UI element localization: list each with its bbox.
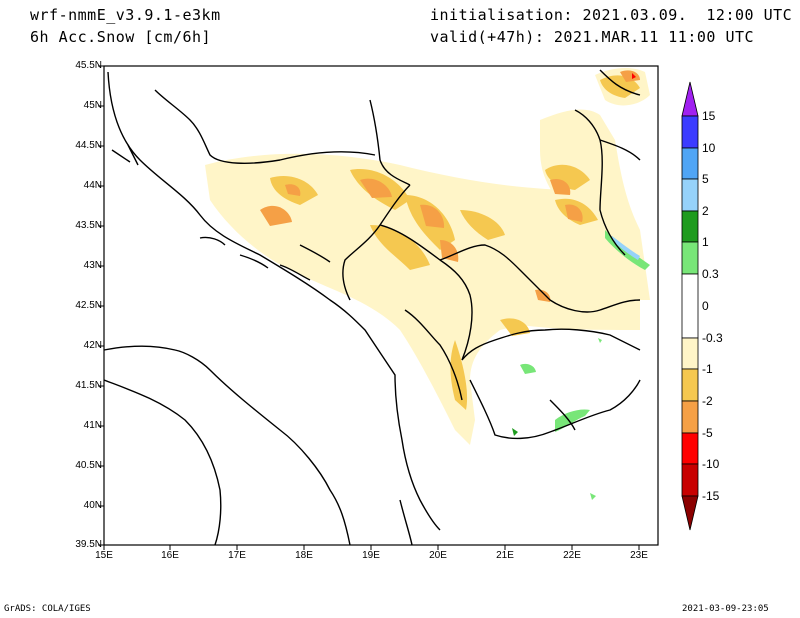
colorbar-m03-m1: [681, 337, 699, 370]
colorbar: [681, 81, 699, 531]
lat-label: 45N: [83, 100, 102, 111]
colorbar-m5-m10: [681, 432, 699, 465]
colorbar-03-1: [681, 241, 699, 275]
lat-label: 40.5N: [75, 460, 102, 471]
lon-label: 19E: [362, 550, 380, 561]
footer-credit: GrADS: COLA/IGES: [4, 604, 91, 614]
colorbar-label: -5: [702, 426, 713, 440]
lon-label: 20E: [429, 550, 447, 561]
colorbar-m10-m15: [681, 463, 699, 497]
snow-field-layer: [205, 68, 650, 500]
colorbar-label: -10: [702, 457, 720, 471]
colorbar-top-arrow: [681, 81, 699, 117]
colorbar-label: 2: [702, 204, 709, 218]
init-time: initialisation: 2021.03.09. 12:00 UTC: [430, 6, 793, 24]
lon-label: 22E: [563, 550, 581, 561]
colorbar-label: 0.3: [702, 267, 719, 281]
colorbar-label: -15: [702, 489, 720, 503]
coastlines-borders: [103, 69, 641, 546]
lat-label: 39.5N: [75, 539, 102, 550]
footer-timestamp: 2021-03-09-23:05: [682, 604, 769, 614]
lat-label: 42.5N: [75, 300, 102, 311]
colorbar-label: 5: [702, 172, 709, 186]
lon-label: 17E: [228, 550, 246, 561]
colorbar-5-10: [681, 147, 699, 180]
lat-ticks: [98, 65, 104, 546]
colorbar-10-15: [681, 115, 699, 149]
lon-label: 21E: [496, 550, 514, 561]
colorbar-1-2: [681, 210, 699, 243]
colorbar-label: -1: [702, 362, 713, 376]
lat-label: 45.5N: [75, 60, 102, 71]
colorbar-label: 15: [702, 109, 716, 123]
colorbar-zero: [681, 273, 699, 339]
field-title: 6h Acc.Snow [cm/6h]: [30, 28, 212, 46]
lat-label: 41N: [83, 420, 102, 431]
model-title: wrf-nmmE_v3.9.1-e3km: [30, 6, 221, 24]
lat-label: 42N: [83, 340, 102, 351]
lat-label: 44N: [83, 180, 102, 191]
colorbar-2-5: [681, 178, 699, 212]
lat-label: 43N: [83, 260, 102, 271]
lat-label: 40N: [83, 500, 102, 511]
colorbar-m2-m5: [681, 400, 699, 434]
colorbar-label: -2: [702, 394, 713, 408]
colorbar-label: 0: [702, 299, 709, 313]
lon-label: 18E: [295, 550, 313, 561]
lat-label: 41.5N: [75, 380, 102, 391]
colorbar-bottom-arrow: [681, 495, 699, 531]
colorbar-label: 10: [702, 141, 716, 155]
lon-label: 15E: [95, 550, 113, 561]
lat-label: 43.5N: [75, 220, 102, 231]
lon-ticks: [103, 545, 640, 550]
valid-time: valid(+47h): 2021.MAR.11 11:00 UTC: [430, 28, 755, 46]
lon-label: 23E: [630, 550, 648, 561]
lat-label: 44.5N: [75, 140, 102, 151]
colorbar-m1-m2: [681, 368, 699, 402]
lon-label: 16E: [161, 550, 179, 561]
colorbar-label: 1: [702, 235, 709, 249]
colorbar-label: -0.3: [702, 331, 723, 345]
